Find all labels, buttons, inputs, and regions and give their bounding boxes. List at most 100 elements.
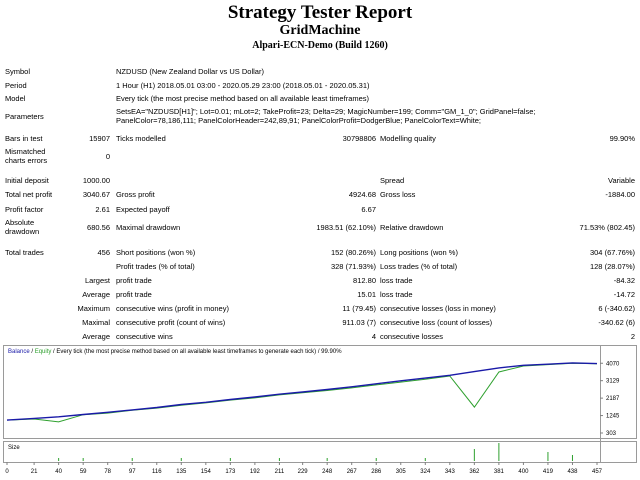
x-tick-label: 438 <box>567 469 578 475</box>
absolute-dd-label-2: drawdown <box>5 227 40 236</box>
x-tick-label: 97 <box>129 469 136 475</box>
x-tick-label: 324 <box>420 469 431 475</box>
x-tick-label: 211 <box>275 469 285 475</box>
gross-loss-value: -1884.00 <box>605 190 635 199</box>
gross-profit-label: Gross profit <box>116 190 155 199</box>
largest-label: Largest <box>84 276 110 285</box>
x-tick-label: 381 <box>494 469 505 475</box>
parameters-label: Parameters <box>5 112 44 121</box>
profit-factor-value: 2.61 <box>95 205 110 214</box>
loss-trades-value: 128 (28.07%) <box>589 262 635 271</box>
legend-separator: / <box>30 349 35 355</box>
x-tick-label: 192 <box>250 469 261 475</box>
largest-loss-value: -84.32 <box>613 276 635 285</box>
quality-label: Modelling quality <box>380 134 436 143</box>
balance-line <box>6 362 598 421</box>
parameters-line-1: SetsEA="NZDUSD[H1]"; Lot=0.01; mLot=2; T… <box>116 107 536 116</box>
balance-equity-chart: Balance / Equity / Every tick (the most … <box>3 345 637 475</box>
x-tick-label: 267 <box>347 469 358 475</box>
max-consecutive-wins-label: consecutive wins (profit in money) <box>116 304 229 313</box>
relative-dd-label: Relative drawdown <box>380 223 444 232</box>
ea-name: GridMachine <box>279 23 361 38</box>
absolute-dd-label-1: Absolute <box>5 218 35 227</box>
maximal-consecutive-profit-label: consecutive profit (count of wins) <box>116 318 226 327</box>
expected-payoff-label: Expected payoff <box>116 205 170 214</box>
period-label: Period <box>5 81 27 90</box>
net-profit-value: 3040.67 <box>82 190 110 199</box>
x-tick-label: 40 <box>55 469 62 475</box>
loss-trades-label: Loss trades (% of total) <box>380 262 458 271</box>
average-label: Average <box>82 290 110 299</box>
long-positions-value: 304 (67.76%) <box>589 248 635 257</box>
maximal-label: Maximal <box>82 318 110 327</box>
x-tick-label: 400 <box>518 469 529 475</box>
y-tick-label: 4070 <box>606 361 620 367</box>
maximum-label: Maximum <box>77 304 110 313</box>
deposit-value: 1000.00 <box>82 176 110 185</box>
x-tick-label: 286 <box>371 469 382 475</box>
x-tick-label: 173 <box>225 469 236 475</box>
total-trades-label: Total trades <box>5 248 44 257</box>
x-tick-label: 362 <box>469 469 480 475</box>
y-tick-label: 3129 <box>606 379 620 385</box>
bars-label: Bars in test <box>5 134 43 143</box>
average-loss-label: loss trade <box>380 290 413 299</box>
x-axis-ticks: 0 21 40 59 78 97 116 135 154 173 192 211 229 248 267 28… <box>5 462 603 475</box>
x-tick-label: 229 <box>298 469 309 475</box>
average-consecutive-losses-value: 2 <box>630 332 635 341</box>
maximal-dd-label: Maximal drawdown <box>116 223 181 232</box>
profit-trades-label: Profit trades (% of total) <box>116 262 195 271</box>
ticks-label: Ticks modelled <box>116 134 166 143</box>
mismatch-label-1: Mismatched <box>5 147 46 156</box>
legend-rest: / Every tick (the most precise method ba… <box>51 349 342 355</box>
spread-label: Spread <box>380 176 405 185</box>
model-value: Every tick (the most precise method base… <box>116 94 370 103</box>
y-tick-label: 1245 <box>606 414 620 420</box>
size-label: Size <box>8 445 20 451</box>
max-consecutive-losses-value: 6 (-340.62) <box>598 304 635 313</box>
expected-payoff-value: 6.67 <box>361 205 376 214</box>
period-value: 1 Hour (H1) 2018.05.01 03:00 - 2020.05.2… <box>116 81 370 90</box>
profit-trades-value: 328 (71.93%) <box>330 262 376 271</box>
y-tick-label: 303 <box>606 431 617 437</box>
x-tick-label: 457 <box>592 469 603 475</box>
x-tick-label: 248 <box>322 469 333 475</box>
maximal-consecutive-loss-label: consecutive loss (count of losses) <box>380 318 493 327</box>
x-tick-label: 343 <box>445 469 456 475</box>
legend: Balance / Equity / Every tick (the most … <box>8 349 342 355</box>
spread-value: Variable <box>608 176 635 185</box>
net-profit-label: Total net profit <box>5 190 53 199</box>
symbol-value: NZDUSD (New Zealand Dollar vs US Dollar) <box>116 67 264 76</box>
gross-profit-value: 4924.68 <box>348 190 376 199</box>
symbol-label: Symbol <box>5 67 31 76</box>
maximal-dd-value: 1983.51 (62.10%) <box>316 223 376 232</box>
largest-profit-label: profit trade <box>116 276 152 285</box>
relative-dd-value: 71.53% (802.45) <box>579 223 635 232</box>
parameters-line-2: PanelColor=78,186,111; PanelColorHeader=… <box>116 116 481 125</box>
max-consecutive-wins-value: 11 (79.45) <box>342 304 376 313</box>
total-trades-value: 456 <box>97 248 110 257</box>
largest-loss-label: loss trade <box>380 276 413 285</box>
long-positions-label: Long positions (won %) <box>380 248 458 257</box>
deposit-label: Initial deposit <box>5 176 49 185</box>
legend-equity: Equity <box>35 349 52 355</box>
x-tick-label: 0 <box>5 469 9 475</box>
average-profit-label: profit trade <box>116 290 152 299</box>
model-label: Model <box>5 94 26 103</box>
average-consecutive-wins-label: consecutive wins <box>116 332 173 341</box>
largest-profit-value: 812.80 <box>353 276 376 285</box>
x-tick-label: 116 <box>152 469 162 475</box>
x-tick-label: 78 <box>104 469 111 475</box>
x-tick-label: 305 <box>396 469 407 475</box>
x-tick-label: 154 <box>201 469 212 475</box>
maximal-consecutive-profit-value: 911.03 (7) <box>342 318 376 327</box>
server-name: Alpari-ECN-Demo (Build 1260) <box>252 40 388 51</box>
profit-factor-label: Profit factor <box>5 205 44 214</box>
bars-value: 15907 <box>89 134 110 143</box>
legend-balance: Balance <box>8 349 30 355</box>
mismatch-label-2: charts errors <box>5 156 48 165</box>
main-chart-panel <box>3 345 637 439</box>
maximal-consecutive-loss-value: -340.62 (6) <box>598 318 635 327</box>
short-positions-value: 152 (80.26%) <box>330 248 376 257</box>
report-title: Strategy Tester Report <box>227 2 413 23</box>
